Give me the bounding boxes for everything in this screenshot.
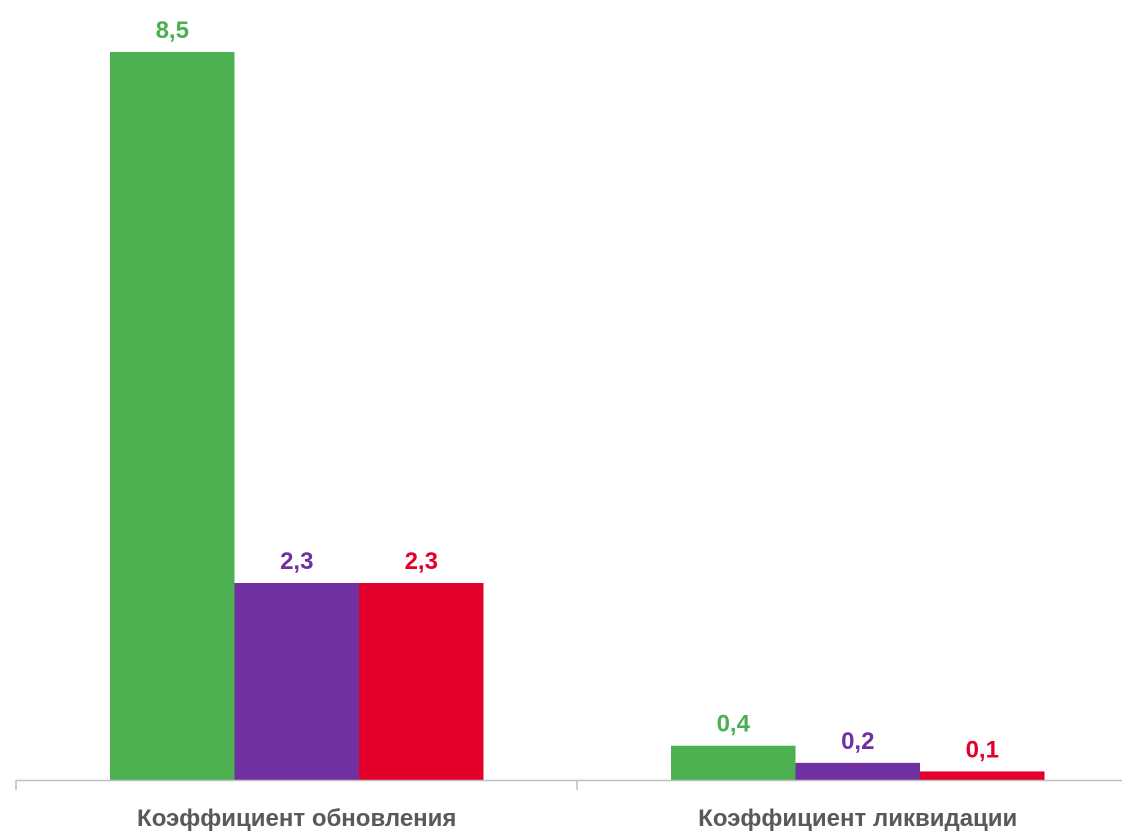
bar-1-series-1	[110, 52, 235, 780]
value-label-2-series-3: 0,1	[966, 736, 999, 763]
category-label-2: Коэффициент ликвидации	[698, 805, 1017, 832]
bar-2-series-3	[920, 771, 1045, 780]
bars-group	[110, 52, 1045, 780]
value-label-1-series-1: 8,5	[156, 17, 189, 44]
bar-2-series-2	[795, 762, 920, 780]
category-label-1: Коэффициент обновления	[137, 805, 456, 832]
value-label-1-series-2: 2,3	[280, 548, 313, 575]
value-label-2-series-2: 0,2	[841, 728, 874, 755]
value-label-1-series-3: 2,3	[405, 548, 438, 575]
value-label-2-series-1: 0,4	[717, 711, 751, 738]
x-axis	[15, 779, 1122, 790]
value-labels-group: 8,5 2,3 2,3 0,4 0,2 0,1	[156, 17, 999, 763]
bar-1-series-2	[234, 583, 359, 780]
x-axis-ticks	[15, 780, 578, 790]
bar-1-series-3	[359, 583, 484, 780]
bar-2-series-1	[671, 745, 796, 780]
category-labels-group: Коэффициент обновления Коэффициент ликвид…	[137, 805, 1017, 832]
